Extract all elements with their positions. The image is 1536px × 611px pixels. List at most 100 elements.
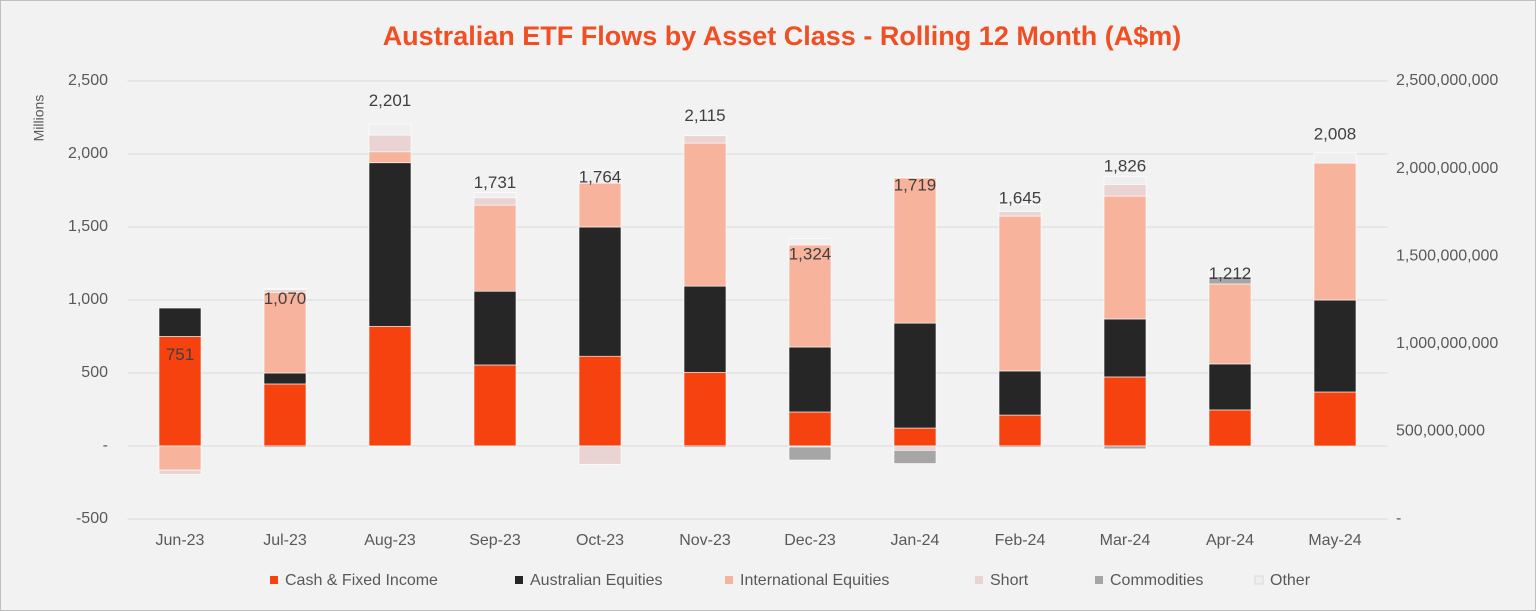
x-tick-label: May-24 bbox=[1308, 532, 1361, 549]
x-tick-label: Oct-23 bbox=[576, 532, 624, 549]
legend-swatch bbox=[975, 576, 983, 584]
bar-segment bbox=[578, 355, 622, 447]
x-tick-label: Apr-24 bbox=[1206, 532, 1254, 549]
bar-segment bbox=[683, 135, 727, 144]
bar-segment bbox=[1208, 283, 1252, 365]
bar-segment bbox=[368, 162, 412, 327]
x-tick-label: Aug-23 bbox=[364, 532, 416, 549]
bar-segment bbox=[263, 288, 307, 291]
legend-swatch bbox=[515, 576, 523, 584]
y-axis-label: Millions bbox=[31, 95, 47, 142]
bar-segment bbox=[788, 411, 832, 447]
total-label: 1,645 bbox=[999, 188, 1042, 207]
legend-label: Commodities bbox=[1110, 572, 1203, 589]
y-tick-label: 1,000 bbox=[68, 291, 108, 308]
total-label: 1,324 bbox=[789, 245, 832, 264]
bar-segment bbox=[263, 445, 307, 448]
bar-segment bbox=[158, 307, 202, 337]
bar-segment bbox=[1313, 152, 1357, 164]
bar-segment bbox=[473, 197, 517, 206]
bar-segment bbox=[998, 211, 1042, 217]
bar-segment bbox=[578, 226, 622, 357]
bar-segment bbox=[683, 285, 727, 373]
total-label: 1,212 bbox=[1209, 264, 1252, 283]
x-tick-label: Jan-24 bbox=[891, 532, 940, 549]
y2-tick-label: 2,500,000,000 bbox=[1396, 72, 1498, 89]
x-tick-label: Jun-23 bbox=[156, 532, 205, 549]
legend-label: Short bbox=[990, 572, 1029, 589]
bar-segment bbox=[1313, 162, 1357, 301]
bar-segment bbox=[683, 142, 727, 287]
bar-segment bbox=[158, 469, 202, 475]
y-tick-label: 2,000 bbox=[68, 145, 108, 162]
x-tick-label: Sep-23 bbox=[469, 532, 521, 549]
bar-segment bbox=[1208, 363, 1252, 411]
total-label: 1,070 bbox=[264, 289, 307, 308]
total-label: 1,731 bbox=[474, 173, 517, 192]
y-tick-label: -500 bbox=[76, 510, 108, 527]
total-label: 2,115 bbox=[684, 106, 725, 125]
y2-tick-label: - bbox=[1396, 510, 1401, 527]
bar-segment bbox=[893, 445, 937, 451]
bar-segment bbox=[893, 177, 937, 324]
bar-segment bbox=[1313, 391, 1357, 447]
bar-segment bbox=[473, 290, 517, 366]
bar-segment bbox=[893, 322, 937, 429]
x-tick-label: Mar-24 bbox=[1100, 532, 1151, 549]
x-tick-label: Nov-23 bbox=[679, 532, 731, 549]
legend-label: Cash & Fixed Income bbox=[285, 572, 438, 589]
bar-segment bbox=[1103, 184, 1147, 197]
bar-segment bbox=[1103, 195, 1147, 320]
legend-label: Other bbox=[1270, 572, 1311, 589]
total-label: 751 bbox=[166, 345, 194, 364]
legend-swatch bbox=[1254, 575, 1264, 585]
y-tick-label: 2,500 bbox=[68, 72, 108, 89]
bar-segment bbox=[683, 371, 727, 447]
bar-segment bbox=[683, 445, 727, 448]
total-label: 1,764 bbox=[579, 167, 622, 186]
legend-swatch bbox=[725, 576, 733, 584]
bar-segment bbox=[368, 151, 412, 164]
total-label: 2,008 bbox=[1314, 125, 1357, 144]
bar-segment bbox=[1313, 299, 1357, 393]
bar-segment bbox=[788, 346, 832, 413]
bar-segment bbox=[998, 204, 1042, 212]
bar-segment bbox=[473, 445, 517, 448]
y-tick-label: 500 bbox=[81, 364, 108, 381]
bar-segment bbox=[788, 446, 832, 461]
legend-swatch bbox=[1095, 576, 1103, 584]
chart-title: Australian ETF Flows by Asset Class - Ro… bbox=[383, 21, 1182, 51]
bar-segment bbox=[578, 182, 622, 228]
bar-segment bbox=[1103, 445, 1147, 450]
bar-segment bbox=[263, 292, 307, 374]
x-tick-label: Dec-23 bbox=[784, 532, 836, 549]
y2-tick-label: 1,500,000,000 bbox=[1396, 247, 1498, 264]
x-tick-label: Feb-24 bbox=[995, 532, 1046, 549]
legend-swatch bbox=[270, 576, 278, 584]
y2-tick-label: 2,000,000,000 bbox=[1396, 160, 1498, 177]
bar-segment bbox=[263, 383, 307, 447]
bar-segment bbox=[998, 215, 1042, 372]
y-tick-label: 1,500 bbox=[68, 218, 108, 235]
bar-segment bbox=[788, 244, 832, 348]
bar-segment bbox=[998, 370, 1042, 416]
bar-segment bbox=[158, 336, 202, 447]
bar-segment bbox=[1103, 318, 1147, 378]
bar-segment bbox=[893, 427, 937, 447]
legend-label: Australian Equities bbox=[530, 572, 663, 589]
total-label: 2,201 bbox=[369, 91, 412, 110]
bar-segment bbox=[368, 445, 412, 447]
bar-segment bbox=[158, 445, 202, 471]
bar-segment bbox=[263, 372, 307, 385]
bar-segment bbox=[1103, 176, 1147, 185]
x-tick-label: Jul-23 bbox=[263, 532, 307, 549]
legend-label: International Equities bbox=[740, 572, 889, 589]
bar-segment bbox=[1208, 409, 1252, 447]
bar-segment bbox=[1103, 376, 1147, 447]
bar-segment bbox=[998, 445, 1042, 448]
bar-segment bbox=[1208, 268, 1252, 277]
bar-segment bbox=[578, 169, 622, 184]
bar-segment bbox=[368, 134, 412, 153]
